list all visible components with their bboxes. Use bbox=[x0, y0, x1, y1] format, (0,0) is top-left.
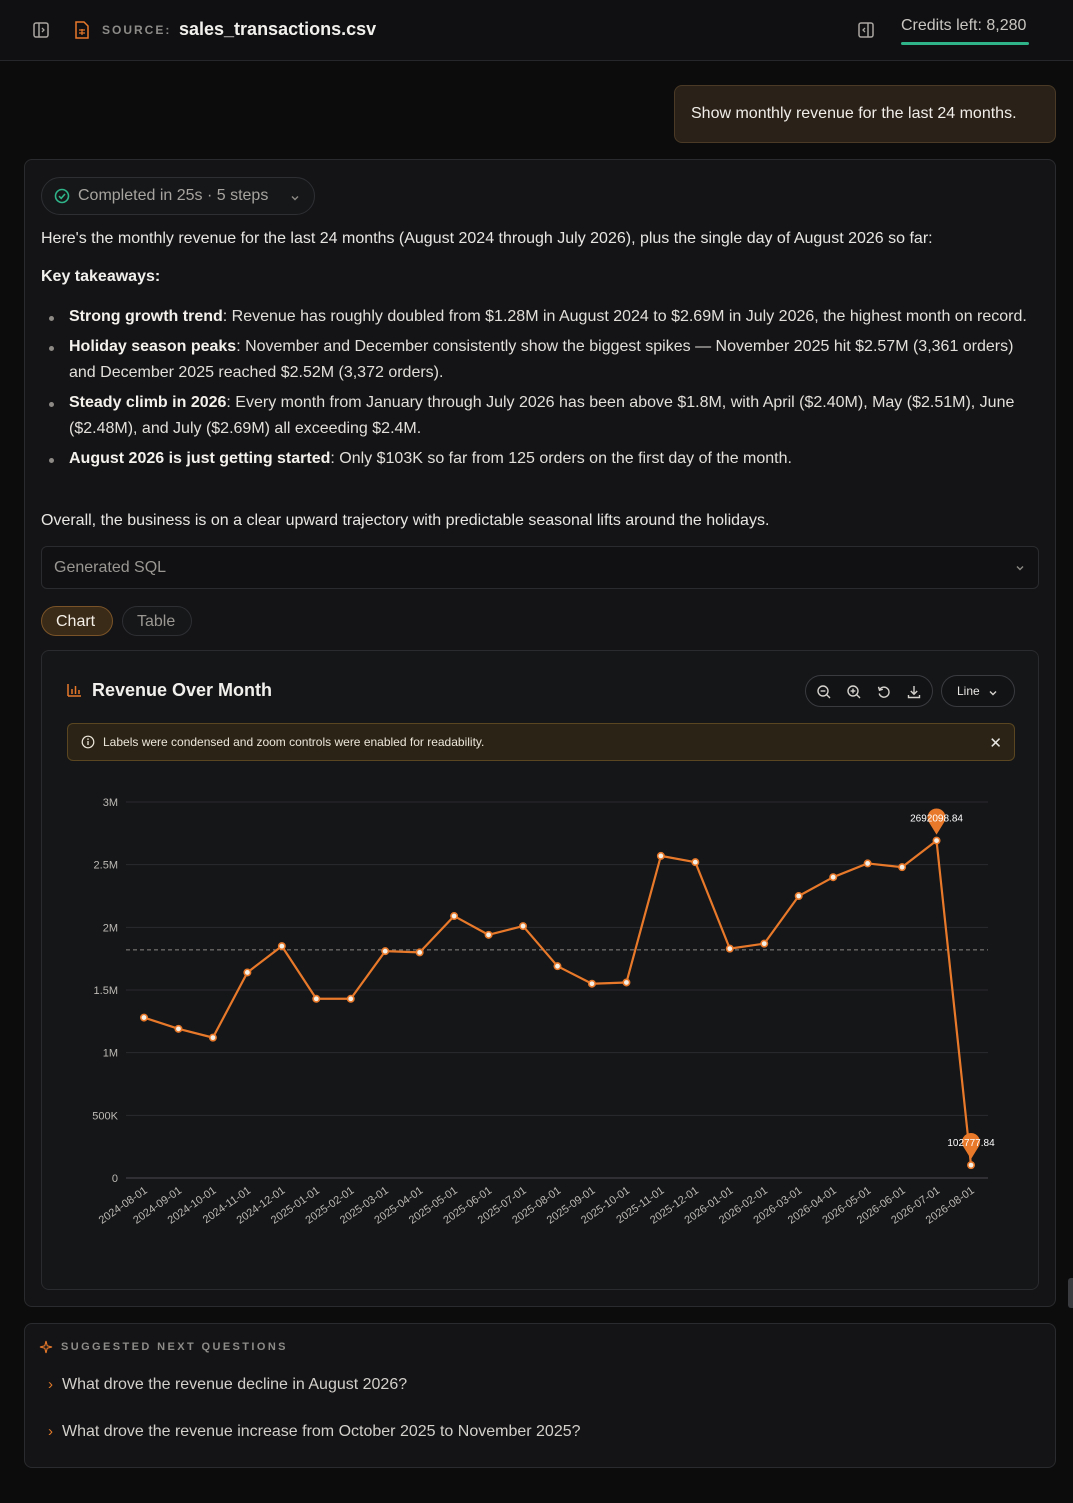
panel-toggle-icon[interactable] bbox=[856, 20, 876, 40]
data-point bbox=[863, 859, 872, 868]
chevron-right-icon: › bbox=[48, 1423, 53, 1440]
chart-notice: Labels were condensed and zoom controls … bbox=[67, 723, 1015, 761]
y-tick-label: 1.5M bbox=[94, 985, 118, 997]
data-point bbox=[450, 912, 459, 921]
chevron-down-icon bbox=[290, 190, 300, 208]
data-point bbox=[794, 892, 803, 901]
check-circle-icon bbox=[54, 188, 70, 209]
suggestion-item[interactable]: › What drove the revenue increase from Oc… bbox=[48, 1423, 581, 1441]
top-bar: SOURCE: sales_transactions.csv Credits l… bbox=[0, 0, 1073, 61]
data-point bbox=[208, 1033, 217, 1042]
y-tick-label: 2M bbox=[103, 922, 118, 934]
bullet-title: Strong growth trend bbox=[69, 308, 223, 325]
key-takeaways-heading: Key takeaways: bbox=[41, 268, 161, 285]
y-tick-label: 0 bbox=[112, 1173, 118, 1185]
data-point bbox=[484, 930, 493, 939]
data-point bbox=[243, 968, 252, 977]
info-icon bbox=[81, 735, 95, 752]
data-point bbox=[691, 858, 700, 867]
series-line bbox=[143, 839, 973, 1166]
bullet-title: Holiday season peaks bbox=[69, 338, 237, 355]
answer-card: Completed in 25s · 5 steps Here's the mo… bbox=[24, 159, 1056, 1307]
chart-title: Revenue Over Month bbox=[92, 680, 273, 700]
zoom-out-icon[interactable] bbox=[815, 683, 833, 701]
source-file-name: sales_transactions.csv bbox=[179, 19, 377, 39]
suggestion-text: What drove the revenue increase from Oct… bbox=[62, 1423, 581, 1440]
data-point bbox=[829, 873, 838, 882]
data-point bbox=[898, 863, 907, 872]
tab-table[interactable]: Table bbox=[122, 606, 192, 636]
zoom-in-icon[interactable] bbox=[845, 683, 863, 701]
chart-toolbar bbox=[805, 675, 933, 707]
credits-bar bbox=[901, 42, 1029, 45]
data-point bbox=[932, 836, 941, 845]
chart-type-select[interactable]: Line bbox=[941, 675, 1015, 707]
generated-sql-label: Generated SQL bbox=[54, 559, 167, 576]
data-point bbox=[140, 1013, 149, 1022]
status-text: Completed in 25s · 5 steps bbox=[78, 187, 269, 204]
chevron-down-icon bbox=[1014, 561, 1026, 579]
source-label: SOURCE: bbox=[102, 23, 172, 37]
chevron-down-icon bbox=[988, 687, 998, 701]
data-point bbox=[381, 947, 390, 956]
suggestion-item[interactable]: › What drove the revenue decline in Augus… bbox=[48, 1376, 407, 1394]
status-pill[interactable]: Completed in 25s · 5 steps bbox=[41, 177, 315, 215]
bullet-text: : November and December consistently sho… bbox=[69, 338, 1014, 381]
generated-sql-toggle[interactable]: Generated SQL bbox=[41, 546, 1039, 589]
answer-summary: Overall, the business is on a clear upwa… bbox=[41, 512, 770, 529]
bullet-text: : Revenue has roughly doubled from $1.28… bbox=[222, 308, 1027, 325]
data-point bbox=[760, 939, 769, 948]
annotation-pin bbox=[927, 808, 946, 835]
annotation-label: 2692098.84 bbox=[910, 814, 963, 825]
bar-chart-icon bbox=[66, 682, 82, 703]
data-point bbox=[656, 851, 665, 860]
bullet-text: : Every month from January through July … bbox=[69, 394, 1015, 437]
suggestions-card: SUGGESTED NEXT QUESTIONS › What drove the… bbox=[24, 1323, 1056, 1468]
data-point bbox=[587, 979, 596, 988]
close-icon[interactable]: ✕ bbox=[989, 735, 1002, 752]
annotation-pin bbox=[962, 1132, 980, 1160]
data-point bbox=[312, 994, 321, 1003]
y-tick-label: 1M bbox=[103, 1048, 118, 1060]
bullet-text: : Only $103K so far from 125 orders on t… bbox=[330, 450, 792, 467]
data-point bbox=[966, 1161, 975, 1170]
scroll-handle[interactable] bbox=[1068, 1278, 1073, 1308]
data-point bbox=[519, 922, 528, 931]
bullet-title: Steady climb in 2026 bbox=[69, 394, 227, 411]
user-message: Show monthly revenue for the last 24 mon… bbox=[674, 85, 1056, 143]
data-point bbox=[553, 962, 562, 971]
chevron-right-icon: › bbox=[48, 1376, 53, 1393]
y-tick-label: 500K bbox=[92, 1110, 118, 1122]
data-point bbox=[346, 994, 355, 1003]
list-item: Steady climb in 2026: Every month from J… bbox=[41, 390, 1041, 442]
reset-icon[interactable] bbox=[875, 683, 893, 701]
bullet-title: August 2026 is just getting started bbox=[69, 450, 331, 467]
answer-intro: Here's the monthly revenue for the last … bbox=[41, 230, 933, 247]
credits-left: Credits left: 8,280 bbox=[901, 17, 1027, 34]
data-point bbox=[725, 944, 734, 953]
file-spreadsheet-icon bbox=[72, 20, 92, 40]
annotation-label: 102777.84 bbox=[947, 1138, 995, 1149]
y-tick-label: 2.5M bbox=[94, 860, 118, 872]
sidebar-toggle-icon[interactable] bbox=[31, 20, 51, 40]
chart-notice-text: Labels were condensed and zoom controls … bbox=[103, 735, 485, 749]
data-point bbox=[277, 942, 286, 951]
download-icon[interactable] bbox=[905, 683, 923, 701]
list-item: Strong growth trend: Revenue has roughly… bbox=[41, 304, 1041, 330]
data-point bbox=[622, 978, 631, 987]
list-item: August 2026 is just getting started: Onl… bbox=[41, 446, 1041, 472]
chart-type-value: Line bbox=[957, 684, 980, 698]
data-point bbox=[415, 948, 424, 957]
data-point bbox=[174, 1024, 183, 1033]
tab-chart[interactable]: Chart bbox=[41, 606, 113, 636]
chart-panel: Revenue Over Month Line bbox=[41, 650, 1039, 1290]
sparkle-icon bbox=[39, 1340, 53, 1359]
y-tick-label: 3M bbox=[103, 797, 118, 809]
takeaway-list: Strong growth trend: Revenue has roughly… bbox=[41, 304, 1041, 476]
list-item: Holiday season peaks: November and Decem… bbox=[41, 334, 1041, 386]
suggestions-heading: SUGGESTED NEXT QUESTIONS bbox=[61, 1341, 288, 1353]
suggestion-text: What drove the revenue decline in August… bbox=[62, 1376, 408, 1393]
revenue-line-chart: 0500K1M1.5M2M2.5M3M2024-08-012024-09-012… bbox=[92, 797, 995, 1227]
